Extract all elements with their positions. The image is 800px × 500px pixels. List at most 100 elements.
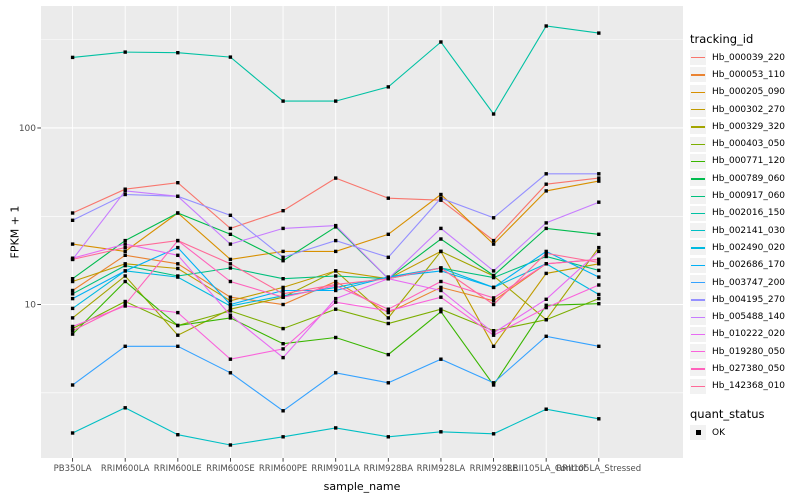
legend-item: Hb_004195_270 [690, 291, 800, 308]
legend-line-swatch [691, 247, 705, 249]
data-point [176, 181, 180, 185]
data-point [597, 179, 601, 183]
legend-line-swatch [691, 195, 705, 197]
data-point [228, 262, 233, 266]
data-point [386, 435, 390, 439]
legend-key [690, 171, 706, 187]
x-tick-label: RRIM600LE [154, 464, 202, 474]
legend-line-swatch [691, 282, 705, 284]
data-point [544, 182, 548, 186]
data-point [123, 263, 127, 268]
data-point [386, 255, 390, 259]
data-point [281, 302, 285, 307]
data-point [439, 269, 443, 273]
data-point [491, 302, 496, 307]
data-point [123, 302, 127, 307]
x-tick-label: RRIM600PE [259, 464, 307, 474]
data-point [597, 283, 601, 287]
x-tick-label: RRIM928LE [470, 464, 518, 474]
data-point [281, 347, 285, 351]
legend-item-label: Hb_002141_030 [712, 225, 786, 236]
data-point [281, 292, 285, 296]
data-point [597, 245, 601, 250]
data-point [491, 329, 496, 333]
plot-panel [41, 6, 683, 458]
data-point [281, 209, 285, 213]
data-point [176, 238, 180, 243]
data-point [386, 232, 390, 236]
data-point [228, 226, 233, 231]
legend-key [690, 378, 706, 394]
data-point [491, 238, 496, 243]
legend-item-label: Hb_000039_220 [712, 52, 786, 63]
data-point [544, 262, 548, 266]
data-point [386, 309, 390, 313]
data-point [176, 194, 180, 198]
data-point [281, 342, 285, 346]
data-point [334, 288, 338, 293]
data-point [176, 245, 180, 250]
data-point [70, 55, 75, 60]
data-point [386, 307, 390, 311]
legend-item-label: Hb_002016_150 [712, 208, 786, 219]
data-point [491, 273, 496, 278]
data-point [334, 282, 338, 287]
square-point-icon [695, 430, 701, 436]
data-point [386, 196, 390, 200]
legend-key [690, 102, 706, 118]
data-point [176, 433, 180, 437]
data-point [491, 112, 496, 116]
data-point [281, 259, 285, 263]
legend-item-label: Hb_142368_010 [712, 381, 786, 392]
data-point [386, 321, 390, 326]
legend-key [690, 188, 706, 204]
data-point [544, 297, 548, 301]
data-point [176, 323, 180, 328]
data-point [70, 431, 75, 435]
data-point [439, 40, 443, 44]
legend-item: Hb_027380_050 [690, 360, 800, 377]
data-point [70, 329, 75, 333]
data-point [228, 302, 233, 307]
data-point [70, 242, 75, 246]
legend-key [690, 257, 706, 273]
legend-title-quant-status: quant_status [690, 406, 765, 421]
legend-key [690, 240, 706, 256]
x-axis-title: sample_name [323, 480, 401, 493]
data-point [597, 31, 601, 35]
data-point [228, 357, 233, 361]
y-tick-label: 100 [19, 124, 36, 134]
data-point [228, 316, 233, 320]
legend-line-swatch [691, 126, 705, 128]
data-point [439, 357, 443, 361]
data-point [439, 196, 443, 200]
x-tick-label: RRIM600LA [101, 464, 150, 474]
legend-key [690, 344, 706, 360]
y-tick-label: 10 [25, 301, 37, 311]
data-point [123, 245, 127, 250]
legend-line-swatch [691, 385, 705, 388]
legend-line-swatch [691, 368, 705, 370]
data-point [491, 331, 496, 335]
legend-key [690, 67, 706, 83]
legend-line-swatch [691, 230, 705, 232]
data-point [544, 172, 548, 176]
legend-item: Hb_010222_020 [690, 326, 800, 343]
legend-item-label: Hb_003747_200 [712, 277, 786, 288]
legend-item-label: Hb_000917_060 [712, 191, 786, 202]
legend-item: Hb_005488_140 [690, 308, 800, 325]
data-point [123, 262, 127, 266]
data-point [491, 242, 496, 246]
legend-item: Hb_002016_150 [690, 205, 800, 222]
legend-key [690, 136, 706, 152]
data-point [176, 266, 180, 271]
legend-key [690, 425, 706, 441]
data-point [386, 277, 390, 281]
legend-item: Hb_003747_200 [690, 274, 800, 291]
data-point [597, 176, 601, 180]
legend-title-tracking-id: tracking_id [690, 32, 754, 46]
data-point [544, 189, 548, 193]
legend-key [690, 205, 706, 221]
data-point [544, 305, 548, 310]
legend-items-tracking-id: Hb_000039_220 Hb_000053_110 Hb_000205_090 H… [690, 49, 800, 395]
